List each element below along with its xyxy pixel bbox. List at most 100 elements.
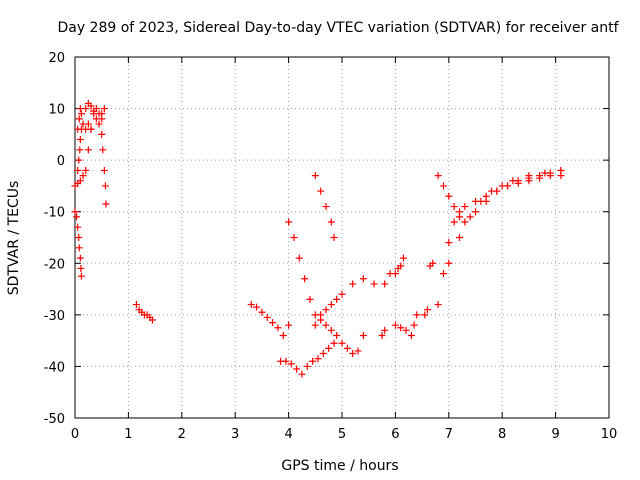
data-point [75,115,83,123]
series-arc-o [391,311,421,339]
data-point [338,339,346,347]
x-tick-label: 3 [231,427,239,442]
series-arc-l [311,172,338,241]
data-point [74,166,82,174]
data-point [397,324,405,332]
data-point [73,213,81,221]
data-point [293,365,301,373]
data-point [330,234,338,241]
data-point [327,301,335,309]
data-point [76,177,84,185]
data-point [322,321,330,329]
data-point [274,324,282,332]
data-point [536,172,544,180]
series-arc-n [378,326,389,339]
data-point [301,275,309,283]
data-point [450,218,458,226]
series-arc-k [285,218,367,358]
data-point [381,326,389,334]
series-arc-v [426,259,437,270]
data-point [429,259,437,267]
data-point [92,115,100,123]
data-point [370,280,378,288]
series-arc-g [71,208,85,280]
data-point [546,169,554,177]
y-tick-label: -30 [44,309,65,324]
data-point [295,254,303,262]
data-point [493,187,501,195]
data-point [101,182,109,190]
data-point [90,107,98,115]
data-point [311,321,319,329]
data-point [71,208,79,216]
data-point [472,208,479,216]
series-arc-t [445,166,565,267]
series-arc-u [472,166,565,216]
data-point [410,321,418,329]
data-point [421,311,429,319]
series-arc-a [71,105,106,190]
series-arc-h [132,301,156,324]
x-tick-label: 0 [71,427,79,442]
series-arc-i [247,301,293,339]
y-tick-label: 10 [48,103,65,118]
data-point [76,146,84,154]
data-point [450,203,458,211]
x-tick-label: 9 [551,427,559,442]
data-point [445,259,453,267]
data-point [322,306,330,314]
data-point [290,234,298,241]
data-point [77,125,85,133]
data-point [461,203,469,211]
data-point [76,136,84,144]
data-point [327,326,335,334]
data-point [314,355,322,363]
series-arc-p [391,254,407,278]
data-point [82,166,90,174]
data-point [285,321,293,329]
x-tick-label: 6 [391,427,399,442]
data-point [263,313,271,321]
data-point [349,350,357,358]
x-axis-label: GPS time / hours [281,458,398,474]
data-point [309,357,317,365]
chart-title: Day 289 of 2023, Sidereal Day-to-day VTE… [57,20,619,36]
data-point [397,262,405,270]
data-point [445,239,453,247]
data-point [306,295,314,303]
data-point [359,275,367,283]
x-tick-label: 4 [284,427,292,442]
data-point [84,120,92,128]
data-point [298,370,306,378]
data-points [71,99,565,378]
data-point [100,166,108,174]
data-point [303,362,311,370]
x-tick-labels: 0 1 2 3 4 5 6 7 8 9 10 [71,427,617,442]
data-point [354,347,362,355]
data-point [514,177,522,185]
data-point [269,319,277,327]
data-point [343,344,351,352]
data-point [87,102,95,110]
x-tick-label: 8 [498,427,506,442]
y-tick-label: -50 [44,412,65,427]
series-arc-c [82,99,108,128]
data-point [98,130,106,138]
data-point [482,197,490,205]
data-point [378,331,386,339]
data-point [76,254,84,262]
data-point [391,270,399,278]
series-arc-f [102,200,110,208]
x-tick-label: 2 [178,427,186,442]
data-point [77,272,85,280]
data-point [439,270,447,278]
series-arc-d [74,125,85,174]
data-point [319,350,327,358]
data-point [466,213,474,221]
x-tick-label: 10 [601,427,618,442]
data-point [504,182,512,190]
data-point [253,303,261,311]
data-point [413,311,421,319]
data-point [557,166,565,174]
